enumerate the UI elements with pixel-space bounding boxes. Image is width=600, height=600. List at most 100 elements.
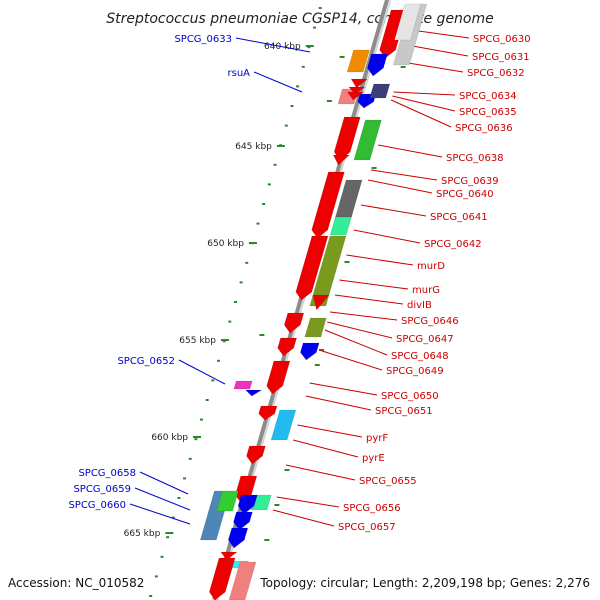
- scale-tick-dot: [183, 477, 187, 480]
- label-leader-line: [324, 329, 388, 356]
- strand-tick: [339, 56, 345, 58]
- scale-tick-label: 655 kbp: [179, 336, 216, 346]
- gene-label-right: pyrF: [366, 433, 388, 444]
- gene-label-right: SPCG_0639: [441, 176, 499, 187]
- label-leader-line: [305, 395, 372, 411]
- label-leader-line: [272, 509, 335, 527]
- label-leader-line: [353, 229, 421, 244]
- gene-feature: [244, 389, 263, 397]
- gene-feature: [353, 119, 382, 161]
- scale-tick-dot: [166, 536, 170, 539]
- gene-label-right: SPCG_0651: [375, 406, 433, 417]
- scale-tick-dot: [228, 320, 232, 323]
- gene-feature: [258, 405, 278, 421]
- scale-tick-label: 650 kbp: [207, 239, 244, 249]
- gene-feature: [304, 317, 327, 338]
- label-leader-line: [297, 424, 363, 438]
- gene-label-left: SPCG_0633: [174, 34, 232, 45]
- strand-tick: [274, 504, 280, 506]
- gene-feature: [394, 3, 422, 41]
- scale-tick-dot: [188, 457, 192, 460]
- gene-feature: [311, 171, 345, 239]
- strand-tick: [264, 539, 270, 541]
- scale-major-tick: [276, 145, 285, 147]
- gene-feature: [228, 561, 257, 600]
- label-leader-line: [285, 464, 356, 481]
- label-leader-line: [406, 44, 469, 57]
- label-leader-line: [293, 439, 359, 458]
- label-leader-line: [390, 99, 452, 128]
- scale-tick-dot: [256, 222, 260, 225]
- scale-tick-dot: [301, 65, 305, 68]
- scale-tick-dot: [313, 26, 317, 29]
- label-leader-line: [411, 29, 470, 39]
- strand-tick: [259, 334, 265, 336]
- scale-tick-dot: [284, 124, 288, 127]
- scale-tick-label: 660 kbp: [151, 433, 188, 443]
- gene-labels-layer: SPCG_0633 rsuA SPCG_0652 SPCG_0658 SPCG_0659…: [68, 34, 530, 533]
- gene-feature: [367, 53, 388, 77]
- label-leader-line: [139, 471, 189, 495]
- gene-feature: [295, 235, 329, 301]
- scale-tick-dot: [239, 281, 243, 284]
- strand-tick: [326, 100, 332, 102]
- gene-label-right: SPCG_0650: [381, 391, 439, 402]
- scale-tick-dot: [273, 163, 277, 166]
- gene-feature: [233, 511, 253, 531]
- gene-label-right: SPCG_0635: [459, 107, 517, 118]
- gene-label-right: divIB: [407, 300, 432, 311]
- strand-tick: [344, 261, 350, 263]
- label-leader-line: [334, 294, 404, 305]
- label-leader-line: [329, 311, 398, 321]
- gene-feature: [277, 337, 297, 357]
- scale-major-tick: [248, 242, 257, 244]
- gene-feature: [220, 551, 238, 561]
- gene-feature: [233, 380, 253, 390]
- scale-tick-dot: [296, 85, 300, 88]
- gene-feature: [300, 342, 320, 361]
- gene-feature: [350, 78, 369, 89]
- gene-label-right: pyrE: [362, 453, 385, 464]
- gene-feature: [332, 154, 351, 166]
- strand-tick: [284, 469, 290, 471]
- gene-label-right: SPCG_0632: [467, 68, 525, 79]
- label-leader-line: [339, 279, 409, 290]
- gene-label-right: SPCG_0631: [472, 52, 530, 63]
- gene-label-right: SPCG_0647: [396, 334, 454, 345]
- gene-label-right: SPCG_0636: [455, 123, 513, 134]
- label-leader-line: [276, 496, 340, 508]
- scale-tick-dot: [216, 359, 220, 362]
- scale-tick-dot: [154, 575, 158, 578]
- strand-tick: [371, 167, 377, 169]
- gene-feature: [334, 179, 363, 219]
- label-leader-line: [327, 321, 393, 339]
- scale-tick-dot: [177, 497, 181, 499]
- map-title: Streptococcus pneumoniae CGSP14, complet…: [106, 11, 494, 27]
- gene-label-right: SPCG_0649: [386, 366, 444, 377]
- gene-feature: [369, 83, 391, 99]
- gene-label-right: murG: [412, 285, 440, 296]
- label-leader-line: [378, 144, 443, 158]
- label-leader-line: [346, 254, 414, 266]
- gene-feature: [246, 445, 266, 465]
- scale-major-tick: [220, 339, 229, 341]
- gene-label-right: SPCG_0655: [359, 476, 417, 487]
- label-leader-line: [134, 487, 191, 511]
- strand-tick: [400, 66, 406, 68]
- gene-feature: [312, 294, 330, 311]
- label-leader-line: [360, 204, 427, 217]
- gene-label-right: SPCG_0634: [459, 91, 517, 102]
- scale-tick-dot: [194, 438, 198, 441]
- label-leader-line: [402, 61, 464, 73]
- gene-feature: [329, 216, 352, 236]
- label-leader-line: [368, 179, 433, 194]
- strand-tick: [319, 349, 325, 351]
- label-leader-line: [392, 95, 456, 112]
- gene-feature: [283, 312, 305, 334]
- gene-label-left: SPCG_0652: [117, 356, 175, 367]
- scale-tick-dot: [222, 340, 226, 343]
- gene-feature: [270, 409, 297, 441]
- scale-tick-dot: [200, 418, 204, 421]
- gene-feature: [266, 360, 291, 395]
